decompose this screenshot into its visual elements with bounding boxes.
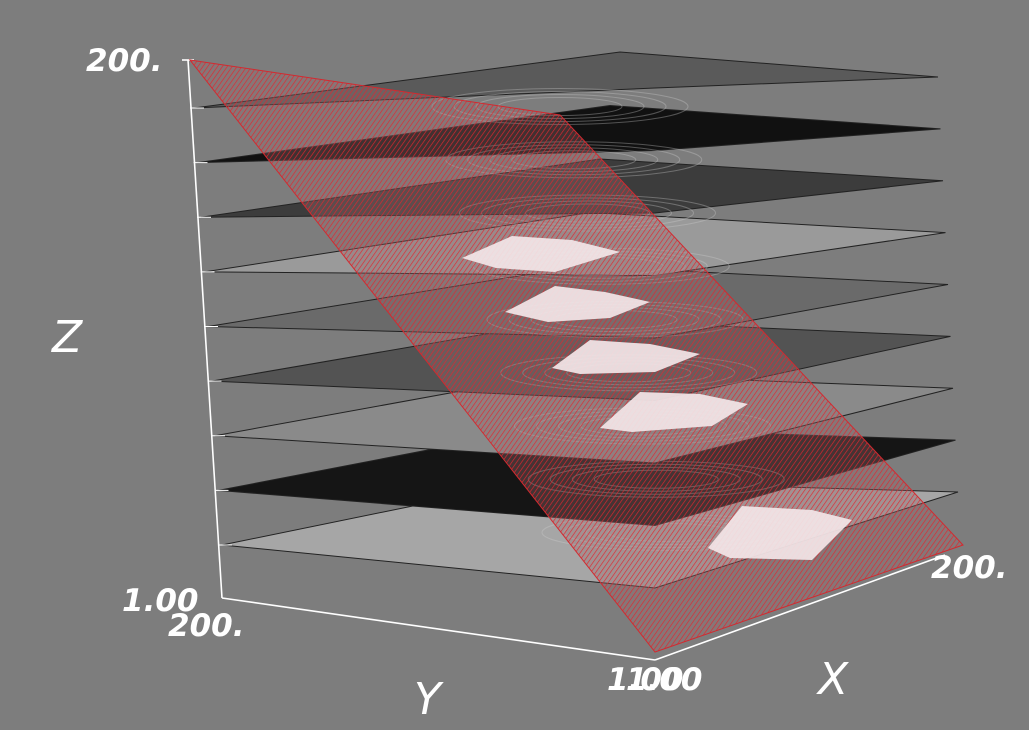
y-min-label: 1.00: [607, 662, 684, 698]
axes-frame: [182, 59, 946, 661]
intersection-highlights: [462, 236, 852, 560]
z-min-label: 1.00: [122, 583, 199, 619]
x-max-label: 200.: [931, 550, 1008, 586]
highlight-patch: [708, 506, 852, 560]
y-axis-line: [221, 597, 656, 661]
highlight-patch: [552, 340, 700, 374]
y-axis-title: Y: [414, 674, 444, 725]
highlight-patch: [600, 392, 748, 432]
axis-labels: 200. 1.00 200. 1.00 1.00 200. Z Y X: [51, 43, 1008, 725]
z-max-label: 200.: [86, 43, 163, 79]
y-max-label: 200.: [168, 608, 245, 644]
z-axis-title: Z: [51, 312, 83, 363]
x-axis-line: [654, 554, 946, 661]
x-axis-title: X: [816, 654, 849, 705]
z-axis-line: [187, 59, 223, 599]
highlight-patch: [505, 286, 650, 322]
x-min-label: 1.00: [626, 662, 703, 698]
highlight-patch: [462, 236, 620, 272]
